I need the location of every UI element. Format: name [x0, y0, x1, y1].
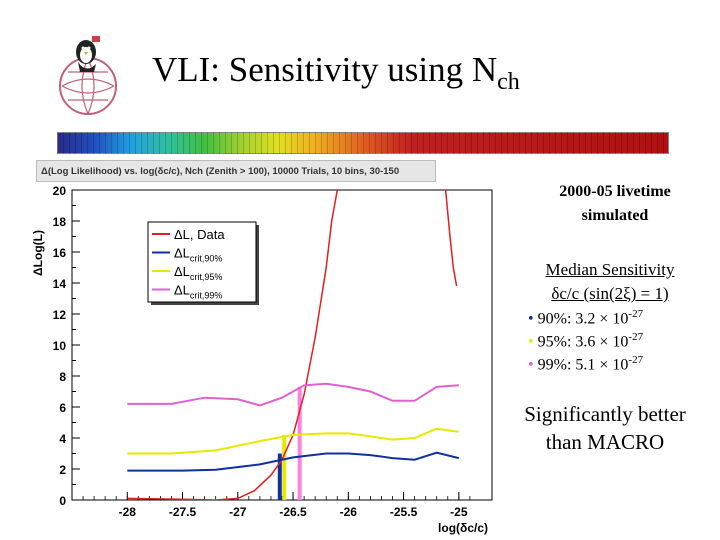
series-line-2	[127, 427, 459, 455]
likelihood-chart: 0 2 4 6 8 10 12 14 16 18 20 -28 -27.5 -27 -26.5 -26 -25.…	[31, 184, 493, 535]
series-line-3	[127, 382, 459, 407]
legend-label-0: ΔL, Data	[174, 227, 225, 242]
series-data-line-1	[444, 190, 458, 287]
y-tick-label: 4	[59, 432, 66, 446]
x-tick-label: -27.5	[169, 505, 197, 519]
livetime-line1: 2000-05 livetime	[559, 183, 671, 200]
x-tick-label: -26.5	[279, 505, 307, 519]
y-tick-label: 20	[53, 184, 67, 198]
penguin-globe-logo-icon	[59, 36, 117, 115]
y-tick-label: 16	[53, 246, 67, 260]
better-line2: than MACRO	[545, 430, 665, 454]
better-line1: Significantly better	[524, 402, 686, 426]
y-tick-label: 0	[59, 494, 66, 508]
y-axis-label: ΔLog(L)	[31, 230, 45, 276]
y-tick-label: 10	[53, 339, 67, 353]
sensitivity-99: • 99%: 5.1 × 10-27	[528, 354, 644, 374]
x-tick-label: -27	[229, 505, 247, 519]
y-tick-label: 2	[59, 463, 66, 477]
series-line-1	[127, 451, 460, 472]
livetime-line2: simulated	[581, 207, 649, 224]
x-tick-label: -25	[450, 505, 468, 519]
median-sensitivity-heading: Median Sensitivity δc/c (sin(2ξ) = 1)	[510, 258, 710, 306]
y-tick-label: 14	[53, 277, 67, 291]
slide-title: VLI: Sensitivity using Nch	[152, 50, 520, 95]
y-tick-label: 6	[59, 401, 66, 415]
median-line2: δc/c (sin(2ξ) = 1)	[551, 284, 669, 303]
plot-frame	[71, 189, 493, 501]
y-tick-label: 18	[53, 215, 67, 229]
x-tick-label: -28	[119, 505, 137, 519]
spectrum-stripes	[57, 132, 669, 154]
comparison-note: Significantly better than MACRO	[500, 400, 710, 456]
y-tick-label: 12	[53, 308, 67, 322]
x-tick-label: -26	[340, 505, 358, 519]
plot-title: Δ(Log Likelihood) vs. log(δc/c), Nch (Ze…	[36, 160, 436, 182]
y-tick-label: 8	[59, 370, 66, 384]
sensitivity-90: • 90%: 3.2 × 10-27	[528, 308, 644, 328]
spectrum-bar	[57, 132, 669, 154]
median-line1: Median Sensitivity	[545, 260, 675, 279]
x-tick-label: -25.5	[390, 505, 418, 519]
livetime-note: 2000-05 livetime simulated	[520, 180, 710, 228]
sensitivity-95: • 95%: 3.6 × 10-27	[528, 331, 644, 351]
x-axis-label: log(δc/c)	[438, 521, 488, 535]
